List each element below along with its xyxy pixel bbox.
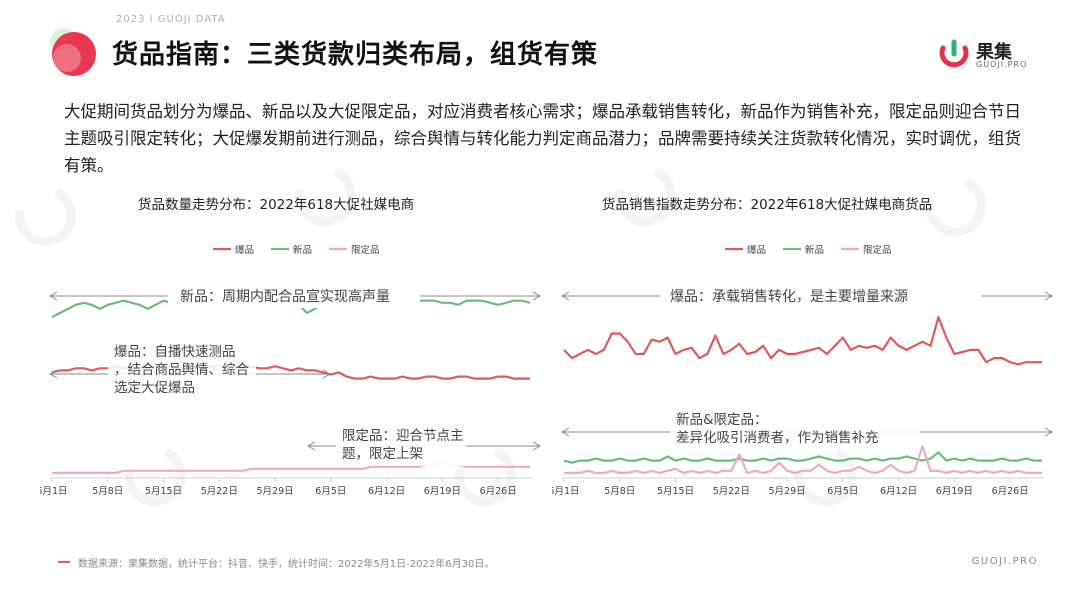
annotation-hot-bg xyxy=(660,284,982,308)
header-top-label: 2023 I GUOJI DATA xyxy=(116,14,226,25)
x-tick-label-0: 5月1日 xyxy=(552,486,580,497)
intro-paragraph: 大促期间货品划分为爆品、新品以及大促限定品，对应消费者核心需求；爆品承载销售转化… xyxy=(64,102,1021,175)
brand-subtitle: GUOJI.PRO xyxy=(976,60,1028,69)
annotation-new-arrow-right-head xyxy=(532,291,542,301)
x-tick-label-1: 5月8日 xyxy=(604,486,635,497)
x-tick-label-3: 5月22日 xyxy=(201,486,238,497)
x-tick-label-2: 5月15日 xyxy=(145,486,182,497)
annotation-newlim-line-0: 新品&限定品： xyxy=(676,412,768,428)
brand-name: 果集 xyxy=(976,42,1012,63)
x-tick-label-5: 6月5日 xyxy=(315,486,346,497)
annotation-hot-arrow-right-head xyxy=(1044,291,1054,301)
x-tick-label-7: 6月19日 xyxy=(424,486,461,497)
annotation-limited-arrow-right-head xyxy=(532,441,542,451)
annotation-newlim-bg xyxy=(670,406,920,448)
annotation-limited-line-0: 限定品：迎合节点主 xyxy=(342,428,464,444)
footer-url: GUOJI.PRO xyxy=(971,556,1038,567)
chart-2-title: 货品销售指数走势分布：2022年618大促社媒电商货品 xyxy=(602,197,933,213)
annotation-hot-line-2: 选定大促爆品 xyxy=(114,380,195,396)
legend-label-0: 爆品 xyxy=(235,244,254,256)
annotation-hot-arrow-right-head xyxy=(322,369,332,379)
x-tick-label-7: 6月19日 xyxy=(936,486,973,497)
annotation-hot-bg xyxy=(108,342,256,400)
legend-label-1: 新品 xyxy=(293,244,312,256)
annotation-hot-arrow-left-head xyxy=(48,369,58,379)
footer-source: 数据来源：果集数据，统计平台：抖音、快手，统计时间：2022年5月1日-2022… xyxy=(78,559,495,570)
annotation-hot-arrow-left-head xyxy=(560,291,570,301)
chart-1: 爆品 新品 限定品 5月1日 5月8日 5月15日 5月22日 5月29日 6月5日 6月12日 6… xyxy=(40,244,542,497)
series-line-2 xyxy=(564,445,1042,474)
legend-label-2: 限定品 xyxy=(351,244,380,256)
header-decoration-icon xyxy=(50,28,96,76)
annotation-limited-line-1: 题，限定上架 xyxy=(342,446,423,462)
legend-label-2: 限定品 xyxy=(863,244,892,256)
x-tick-label-2: 5月15日 xyxy=(657,486,694,497)
x-tick-label-6: 6月12日 xyxy=(368,486,405,497)
annotation-new-arrow-left-head xyxy=(48,291,58,301)
footer-dash xyxy=(58,561,70,563)
x-tick-label-8: 6月26日 xyxy=(992,486,1029,497)
x-tick-label-3: 5月22日 xyxy=(713,486,750,497)
series-line-0 xyxy=(563,315,1042,366)
annotation-new: 新品：周期内配合品宣实现高声量 xyxy=(180,288,390,305)
annotation-hot-line-1: ，结合商品舆情、综合 xyxy=(114,362,249,378)
x-tick-label-6: 6月12日 xyxy=(880,486,917,497)
legend-label-0: 爆品 xyxy=(747,244,766,256)
legend-label-1: 新品 xyxy=(805,244,824,256)
annotation-newlim-arrow-left-head xyxy=(560,427,570,437)
series-line-1 xyxy=(563,451,1042,464)
annotation-hot-line-0: 爆品：自播快速测品 xyxy=(114,344,236,360)
annotation-newlim-line-1: 差异化吸引消费者，作为销售补充 xyxy=(676,430,879,446)
chart-2: 爆品 新品 限定品 5月1日 5月8日 5月15日 5月22日 5月29日 6月5日 6月12日 6… xyxy=(552,244,1054,497)
chart-1-title: 货品数量走势分布：2022年618大促社媒电商 xyxy=(138,197,415,213)
annotation-limited-bg xyxy=(336,426,466,466)
brand-logo-icon xyxy=(939,39,969,68)
annotation-newlim-arrow-right-head xyxy=(1044,427,1054,437)
x-tick-label-8: 6月26日 xyxy=(480,486,517,497)
x-tick-label-4: 5月29日 xyxy=(768,486,805,497)
x-tick-label-0: 5月1日 xyxy=(40,486,68,497)
x-tick-label-5: 6月5日 xyxy=(827,486,858,497)
annotation-new-bg xyxy=(168,284,420,308)
annotation-hot: 爆品：承载销售转化，是主要增量来源 xyxy=(670,289,908,305)
brand-logo: 果集 GUOJI.PRO xyxy=(938,36,1038,76)
x-tick-label-1: 5月8日 xyxy=(92,486,123,497)
annotation-limited-arrow-left-head xyxy=(306,441,316,451)
page-title: 货品指南：三类货款归类布局，组货有策 xyxy=(112,40,599,70)
x-tick-label-4: 5月29日 xyxy=(256,486,293,497)
